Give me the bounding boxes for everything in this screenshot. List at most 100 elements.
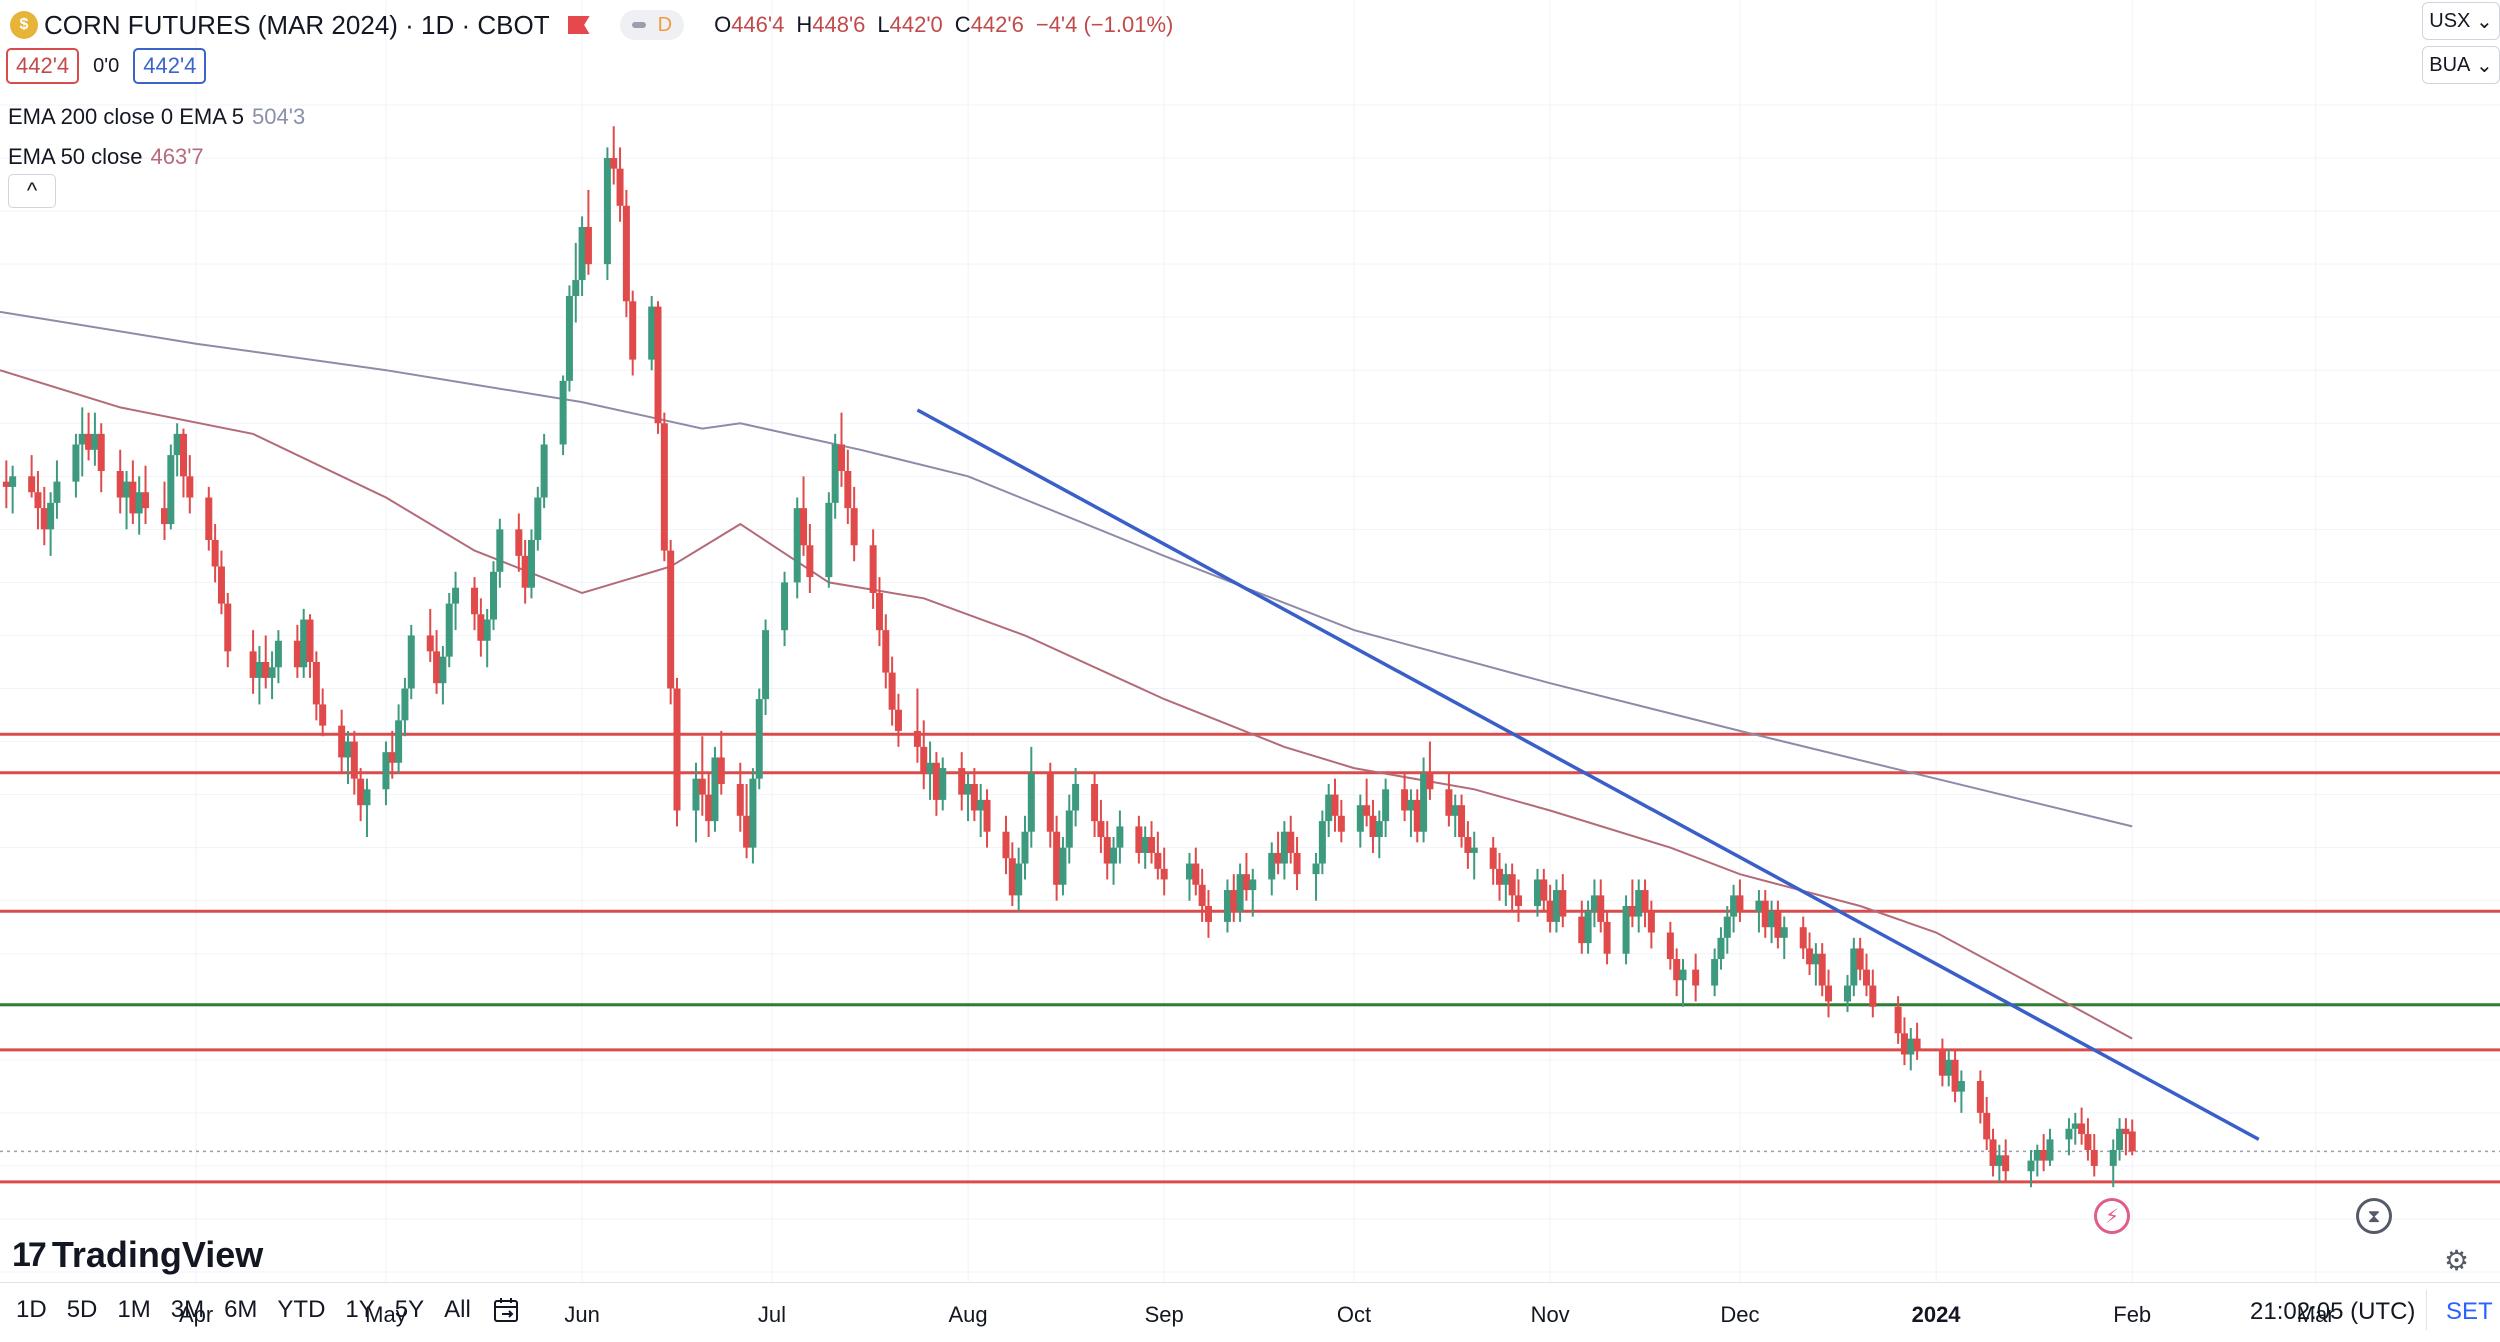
candle-body (1116, 826, 1124, 848)
candle-body (1597, 895, 1605, 922)
candle-body (1951, 1059, 1959, 1092)
candle (1325, 783, 1333, 838)
candle (1046, 762, 1054, 848)
range-5d-button[interactable]: 5D (66, 1296, 98, 1323)
candle-body (660, 423, 668, 551)
flag-icon[interactable] (567, 16, 590, 34)
range-1m-button[interactable]: 1M (117, 1296, 151, 1323)
candle-body (1736, 895, 1744, 912)
unit-select[interactable]: BUA ⌄ (2422, 46, 2500, 84)
candle (2, 460, 10, 509)
low-value: L442'0 (877, 12, 943, 37)
candle-body (1938, 1049, 1946, 1076)
trendline-layer (916, 408, 2260, 1141)
candle-body (471, 587, 479, 615)
candle (123, 471, 131, 530)
candle (1141, 826, 1149, 869)
candle (1445, 773, 1453, 827)
buy-button[interactable]: 442'4 (133, 48, 207, 84)
candle-body (1844, 985, 1852, 1002)
candle-body (1458, 805, 1466, 838)
change-value: −4'4 (−1.01%) (1035, 12, 1174, 37)
candle (749, 768, 757, 864)
candle-body (1533, 879, 1541, 906)
range-all-button[interactable]: All (444, 1296, 471, 1323)
candle-body (350, 741, 358, 779)
currency-select[interactable]: USX ⌄ (2422, 2, 2500, 40)
candle-body (452, 587, 460, 604)
candle-body (1774, 911, 1782, 938)
candle (660, 412, 668, 562)
symbol-title[interactable]: CORN FUTURES (MAR 2024) · 1D · CBOT (44, 9, 550, 40)
candle-body (1559, 890, 1567, 917)
settings-set-button[interactable]: SET (2446, 1298, 2493, 1325)
hourglass-icon[interactable]: ⧗ (2356, 1198, 2392, 1234)
calendar-goto-icon[interactable] (492, 1295, 522, 1325)
candle (217, 550, 225, 615)
candle (755, 688, 763, 790)
candle (1008, 842, 1016, 906)
candle-body (1407, 799, 1415, 811)
candle (483, 608, 491, 668)
range-1d-button[interactable]: 1D (16, 1296, 47, 1323)
candle-body (939, 768, 947, 800)
ema200-legend[interactable]: EMA 200 close 0 EMA 5 504'3 (8, 104, 305, 130)
candle-body (616, 168, 624, 206)
candle (838, 412, 846, 487)
candle (205, 486, 213, 551)
candle-body (882, 630, 890, 673)
candle-body (1249, 879, 1257, 891)
candle (2084, 1118, 2092, 1161)
range-ytd-button[interactable]: YTD (277, 1296, 326, 1323)
candle-body (1508, 874, 1516, 896)
candle-body (293, 640, 301, 668)
candle-body (958, 768, 966, 795)
range-3m-button[interactable]: 3M (170, 1296, 205, 1323)
gear-icon[interactable]: ⚙ (2444, 1245, 2470, 1276)
candle (363, 778, 371, 838)
collapse-legend-button[interactable]: ^ (8, 174, 56, 208)
candle (800, 476, 808, 556)
ema50-legend[interactable]: EMA 50 close 463'7 (8, 144, 204, 170)
candle (1420, 757, 1428, 843)
candle (382, 741, 390, 806)
candle (433, 630, 441, 694)
candle (711, 746, 719, 832)
candle (1647, 900, 1655, 949)
candle-body (268, 667, 276, 678)
candle-body (736, 783, 744, 816)
candle (977, 783, 985, 838)
candle (1628, 879, 1636, 928)
candle-body (2116, 1128, 2124, 1150)
candle-body (97, 433, 105, 472)
candle-body (711, 757, 719, 822)
range-6m-button[interactable]: 6M (224, 1296, 258, 1323)
candle-body (300, 619, 308, 668)
time-tick-label: Sep (1145, 1302, 1184, 1327)
candle (1692, 953, 1700, 1002)
time-tick-label: Dec (1720, 1302, 1759, 1327)
candle (1913, 1022, 1921, 1060)
candle-body (983, 799, 991, 832)
interval-badge[interactable]: D (619, 10, 685, 40)
grid-layer (0, 0, 2500, 1282)
candle-body (1204, 905, 1212, 922)
candle-body (894, 709, 902, 731)
candle-body (667, 550, 675, 689)
candle (2027, 1149, 2035, 1188)
range-1y-button[interactable]: 1Y (345, 1296, 375, 1323)
candle (1312, 852, 1320, 901)
range-5y-button[interactable]: 5Y (394, 1296, 425, 1323)
candle (1242, 852, 1250, 901)
candle-body (91, 433, 99, 450)
sell-button[interactable]: 442'4 (6, 48, 80, 84)
candle (958, 752, 966, 811)
flash-icon[interactable]: ⚡ (2094, 1198, 2130, 1234)
candle (559, 375, 567, 456)
candle-body (490, 571, 498, 620)
trade-row: 442'4 0'0 442'4 (6, 48, 207, 84)
candle (1204, 890, 1212, 938)
utc-clock[interactable]: 21:02:05 (UTC) (2250, 1298, 2416, 1325)
candle (2071, 1112, 2079, 1145)
